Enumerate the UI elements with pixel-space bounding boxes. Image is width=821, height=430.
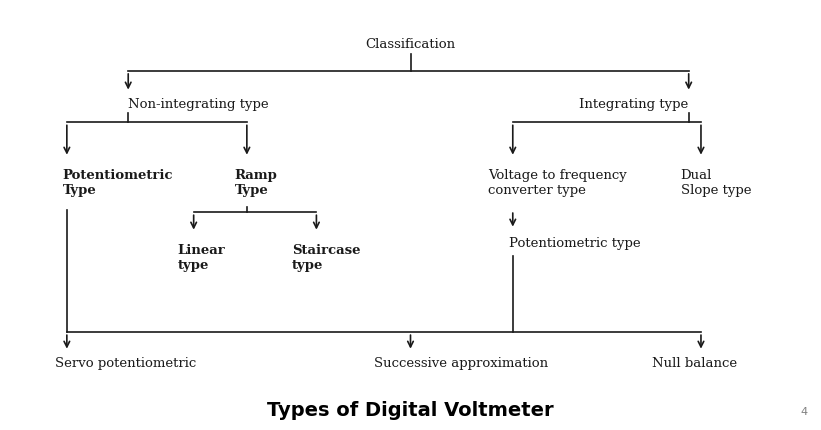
Text: Non-integrating type: Non-integrating type [128, 98, 268, 111]
Text: Potentiometric
Type: Potentiometric Type [62, 169, 173, 197]
Text: Classification: Classification [365, 37, 456, 51]
Text: Successive approximation: Successive approximation [374, 356, 548, 369]
Text: Types of Digital Voltmeter: Types of Digital Voltmeter [267, 400, 554, 419]
Text: Potentiometric type: Potentiometric type [509, 236, 640, 249]
Text: Ramp
Type: Ramp Type [235, 169, 277, 197]
Text: Dual
Slope type: Dual Slope type [681, 169, 751, 197]
Text: Servo potentiometric: Servo potentiometric [54, 356, 196, 369]
Text: Staircase
type: Staircase type [291, 244, 360, 272]
Text: Integrating type: Integrating type [580, 98, 689, 111]
Text: Voltage to frequency
converter type: Voltage to frequency converter type [488, 169, 627, 197]
Text: Null balance: Null balance [652, 356, 737, 369]
Text: 4: 4 [800, 406, 807, 417]
Text: Linear
type: Linear type [177, 244, 225, 272]
